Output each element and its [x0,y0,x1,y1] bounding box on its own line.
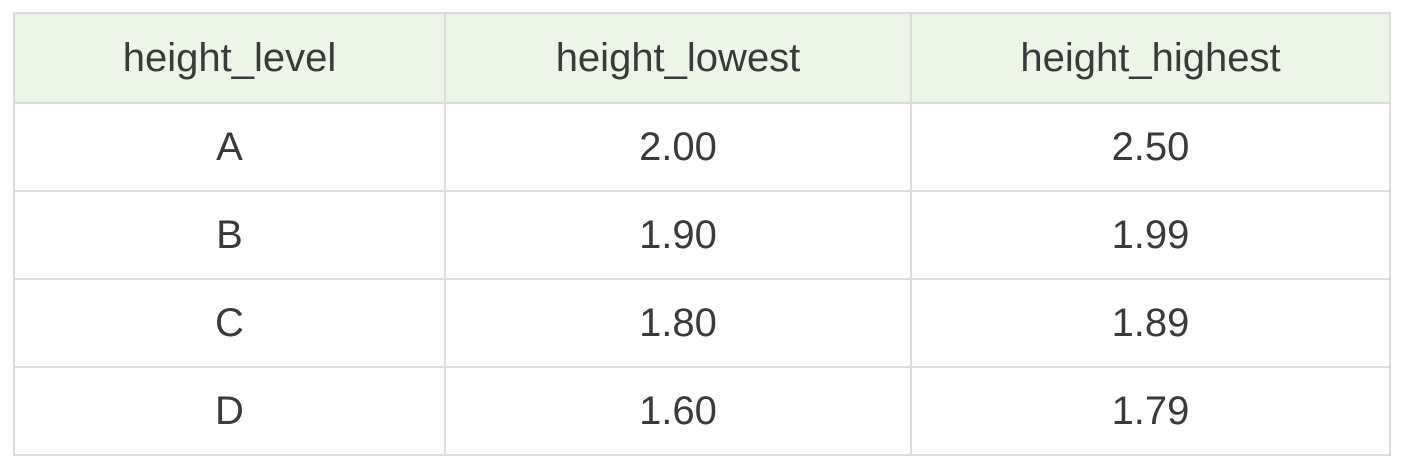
cell-height-lowest: 1.60 [444,366,912,456]
cell-height-highest: 1.99 [910,190,1391,280]
cell-height-lowest: 2.00 [444,102,912,192]
cell-height-highest: 1.89 [910,278,1391,368]
column-header-height-highest: height_highest [910,12,1391,104]
cell-height-highest: 1.79 [910,366,1391,456]
height-level-table-container: height_level height_lowest height_highes… [13,12,1391,456]
table-row: D 1.60 1.79 [13,366,1391,456]
cell-height-level: C [13,278,446,368]
height-level-table: height_level height_lowest height_highes… [13,12,1391,456]
cell-height-level: D [13,366,446,456]
cell-height-level: B [13,190,446,280]
cell-height-highest: 2.50 [910,102,1391,192]
table-row: C 1.80 1.89 [13,278,1391,368]
header-row: height_level height_lowest height_highes… [13,12,1391,104]
table-row: A 2.00 2.50 [13,102,1391,192]
table-row: B 1.90 1.99 [13,190,1391,280]
table-header: height_level height_lowest height_highes… [13,12,1391,104]
column-header-height-level: height_level [13,12,446,104]
column-header-height-lowest: height_lowest [444,12,912,104]
cell-height-level: A [13,102,446,192]
table-body: A 2.00 2.50 B 1.90 1.99 C 1.80 1.89 D 1.… [13,102,1391,456]
cell-height-lowest: 1.90 [444,190,912,280]
cell-height-lowest: 1.80 [444,278,912,368]
